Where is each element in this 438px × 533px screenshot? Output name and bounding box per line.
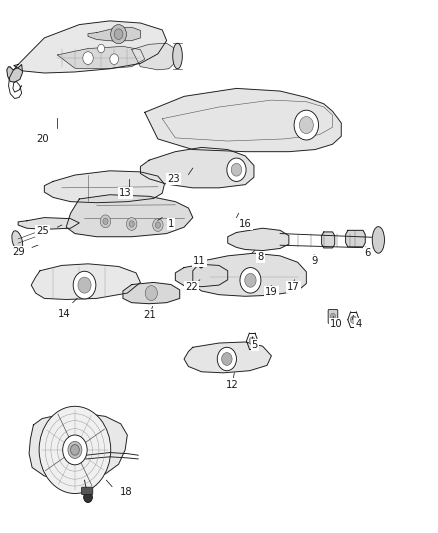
Polygon shape <box>44 171 164 203</box>
Polygon shape <box>123 282 180 304</box>
Polygon shape <box>14 21 166 73</box>
Polygon shape <box>7 64 22 82</box>
Text: 19: 19 <box>265 287 278 297</box>
Circle shape <box>245 273 256 287</box>
Text: 29: 29 <box>12 247 25 256</box>
Polygon shape <box>57 46 145 69</box>
Circle shape <box>78 277 91 293</box>
Text: 10: 10 <box>330 319 343 329</box>
Circle shape <box>111 25 127 44</box>
Ellipse shape <box>173 43 182 69</box>
Circle shape <box>217 348 237 370</box>
Text: 5: 5 <box>251 340 258 350</box>
Text: 13: 13 <box>119 188 131 198</box>
FancyBboxPatch shape <box>328 310 338 324</box>
Polygon shape <box>193 253 306 296</box>
Text: 25: 25 <box>36 226 49 236</box>
Circle shape <box>299 117 313 134</box>
Polygon shape <box>141 148 254 188</box>
Circle shape <box>84 492 92 503</box>
Text: 23: 23 <box>167 174 180 184</box>
Polygon shape <box>145 88 341 152</box>
Text: 12: 12 <box>226 379 238 390</box>
Polygon shape <box>29 413 127 480</box>
Polygon shape <box>132 43 175 70</box>
Polygon shape <box>184 342 272 373</box>
Circle shape <box>103 218 108 224</box>
Circle shape <box>127 217 137 230</box>
Circle shape <box>350 316 357 324</box>
Circle shape <box>231 164 242 176</box>
Text: 16: 16 <box>239 219 251 229</box>
Circle shape <box>155 222 160 228</box>
Circle shape <box>100 215 111 228</box>
Text: 6: 6 <box>364 248 371 258</box>
Circle shape <box>199 263 203 268</box>
Text: 21: 21 <box>143 310 155 320</box>
Polygon shape <box>66 195 193 237</box>
Circle shape <box>68 441 82 458</box>
Circle shape <box>294 110 318 140</box>
Circle shape <box>129 221 134 227</box>
Circle shape <box>71 445 79 455</box>
Text: 18: 18 <box>120 488 133 497</box>
Polygon shape <box>31 264 141 300</box>
Circle shape <box>222 353 232 366</box>
Polygon shape <box>18 217 79 229</box>
Circle shape <box>240 268 261 293</box>
Text: 11: 11 <box>193 256 206 266</box>
Circle shape <box>73 271 96 299</box>
Circle shape <box>110 54 119 64</box>
Text: 8: 8 <box>258 252 264 262</box>
Polygon shape <box>175 264 228 287</box>
Polygon shape <box>321 232 335 248</box>
Text: 17: 17 <box>287 282 300 292</box>
Circle shape <box>330 313 336 320</box>
Circle shape <box>98 44 105 53</box>
Text: 20: 20 <box>36 134 49 144</box>
Polygon shape <box>88 27 141 41</box>
Polygon shape <box>228 228 289 251</box>
Circle shape <box>114 29 123 39</box>
Circle shape <box>145 286 157 301</box>
Circle shape <box>227 158 246 181</box>
Text: 14: 14 <box>58 309 71 319</box>
Text: 4: 4 <box>356 319 362 329</box>
Circle shape <box>39 406 111 494</box>
FancyBboxPatch shape <box>81 487 93 495</box>
Polygon shape <box>346 230 365 247</box>
Ellipse shape <box>372 227 385 253</box>
Text: 9: 9 <box>312 256 318 266</box>
Text: 1: 1 <box>168 219 174 229</box>
Circle shape <box>63 435 87 465</box>
Ellipse shape <box>12 231 23 251</box>
Circle shape <box>83 52 93 64</box>
Circle shape <box>152 219 163 231</box>
Text: 22: 22 <box>186 282 198 292</box>
Circle shape <box>249 337 255 345</box>
